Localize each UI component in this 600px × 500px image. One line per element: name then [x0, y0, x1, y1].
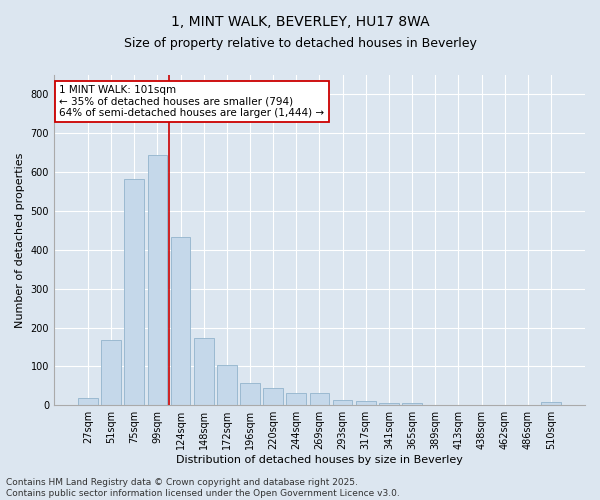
Bar: [124, 179, 144, 405]
Text: 1 MINT WALK: 101sqm
← 35% of detached houses are smaller (794)
64% of semi-detac: 1 MINT WALK: 101sqm ← 35% of detached ho…: [59, 85, 325, 118]
Bar: [217, 365, 236, 405]
Bar: [541, 402, 561, 405]
Bar: [286, 393, 306, 405]
Bar: [194, 338, 214, 405]
Bar: [310, 393, 329, 405]
Bar: [78, 398, 98, 405]
Bar: [402, 404, 422, 405]
Bar: [240, 382, 260, 405]
Bar: [101, 340, 121, 405]
Bar: [356, 402, 376, 405]
Text: Size of property relative to detached houses in Beverley: Size of property relative to detached ho…: [124, 38, 476, 51]
Bar: [263, 388, 283, 405]
Bar: [148, 154, 167, 405]
Text: Contains HM Land Registry data © Crown copyright and database right 2025.
Contai: Contains HM Land Registry data © Crown c…: [6, 478, 400, 498]
X-axis label: Distribution of detached houses by size in Beverley: Distribution of detached houses by size …: [176, 455, 463, 465]
Bar: [333, 400, 352, 405]
Bar: [379, 404, 399, 405]
Bar: [170, 238, 190, 405]
Y-axis label: Number of detached properties: Number of detached properties: [15, 152, 25, 328]
Text: 1, MINT WALK, BEVERLEY, HU17 8WA: 1, MINT WALK, BEVERLEY, HU17 8WA: [170, 15, 430, 29]
